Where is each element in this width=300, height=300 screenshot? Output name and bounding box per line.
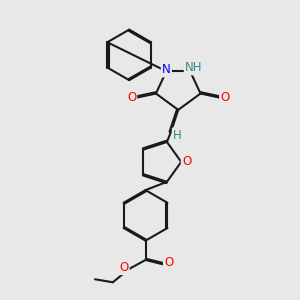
Text: H: H <box>173 129 182 142</box>
Text: O: O <box>119 261 128 274</box>
Text: O: O <box>182 155 191 168</box>
Text: O: O <box>220 92 230 104</box>
Text: O: O <box>127 92 136 104</box>
Text: O: O <box>164 256 173 268</box>
Text: NH: NH <box>185 61 203 74</box>
Text: N: N <box>162 63 171 76</box>
